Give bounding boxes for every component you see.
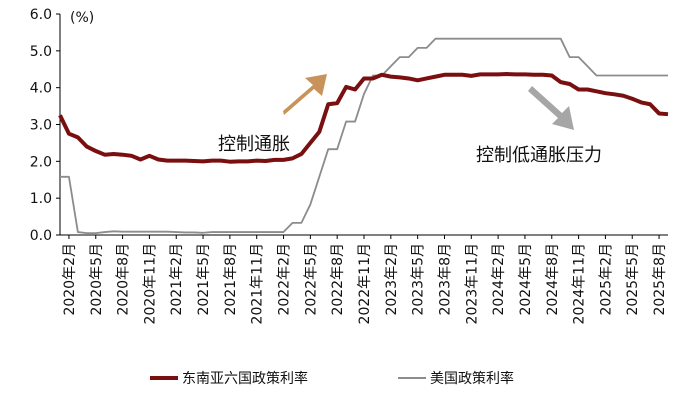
x-tick-label: 2022年2月 xyxy=(277,243,293,316)
y-tick-label: 3.0 xyxy=(30,118,52,134)
x-tick-label: 2025年2月 xyxy=(598,243,614,316)
x-tick-label: 2021年2月 xyxy=(169,243,185,316)
x-tick-label: 2023年2月 xyxy=(384,243,400,316)
x-tick-label: 2020年2月 xyxy=(62,243,78,316)
x-tick-label: 2020年8月 xyxy=(116,243,132,316)
x-tick-label: 2022年11月 xyxy=(357,243,373,324)
x-tick-label: 2024年11月 xyxy=(572,243,588,324)
y-tick-label: 6.0 xyxy=(30,7,52,23)
x-tick-label: 2022年5月 xyxy=(303,243,319,316)
x-axis-ticks: 2020年2月 2020年5月 2020年8月 2020年11月 2021年2月 2021… xyxy=(62,235,668,324)
x-tick-label: 2024年5月 xyxy=(518,243,534,316)
legend: 东南亚六国政策利率 美国政策利率 xyxy=(150,370,514,387)
x-tick-label: 2024年8月 xyxy=(545,243,561,316)
y-tick-label: 5.0 xyxy=(30,44,52,60)
y-tick-label: 2.0 xyxy=(30,154,52,170)
x-tick-label: 2023年5月 xyxy=(411,243,427,316)
x-tick-label: 2021年11月 xyxy=(250,243,266,324)
axes xyxy=(59,14,668,236)
y-tick-label: 1.0 xyxy=(30,191,52,207)
x-tick-label: 2023年8月 xyxy=(437,243,453,316)
x-tick-label: 2021年5月 xyxy=(196,243,212,316)
y-axis-ticks: 0.0 1.0 2.0 3.0 4.0 5.0 6.0 xyxy=(30,7,60,244)
y-tick-label: 4.0 xyxy=(30,81,52,97)
series-lines xyxy=(58,37,669,235)
y-unit-label: (%) xyxy=(70,10,94,26)
x-tick-label: 2025年5月 xyxy=(625,243,641,316)
x-tick-label: 2024年2月 xyxy=(491,243,507,316)
legend-label-sea6: 东南亚六国政策利率 xyxy=(182,370,308,387)
series-line-sea6 xyxy=(58,72,669,164)
x-tick-label: 2025年8月 xyxy=(652,243,668,316)
x-tick-label: 2023年11月 xyxy=(464,243,480,324)
x-tick-label: 2020年11月 xyxy=(142,243,158,324)
x-tick-label: 2022年8月 xyxy=(330,243,346,316)
down-annotation: 控制低通胀压力 xyxy=(476,145,602,166)
y-tick-label: 0.0 xyxy=(30,228,52,244)
up-arrow xyxy=(283,74,327,115)
legend-label-us: 美国政策利率 xyxy=(430,370,514,387)
x-tick-label: 2020年5月 xyxy=(89,243,105,316)
down-arrow xyxy=(528,86,574,130)
up-annotation: 控制通胀 xyxy=(218,134,290,155)
x-tick-label: 2021年8月 xyxy=(223,243,239,316)
series-line-us xyxy=(60,37,668,235)
